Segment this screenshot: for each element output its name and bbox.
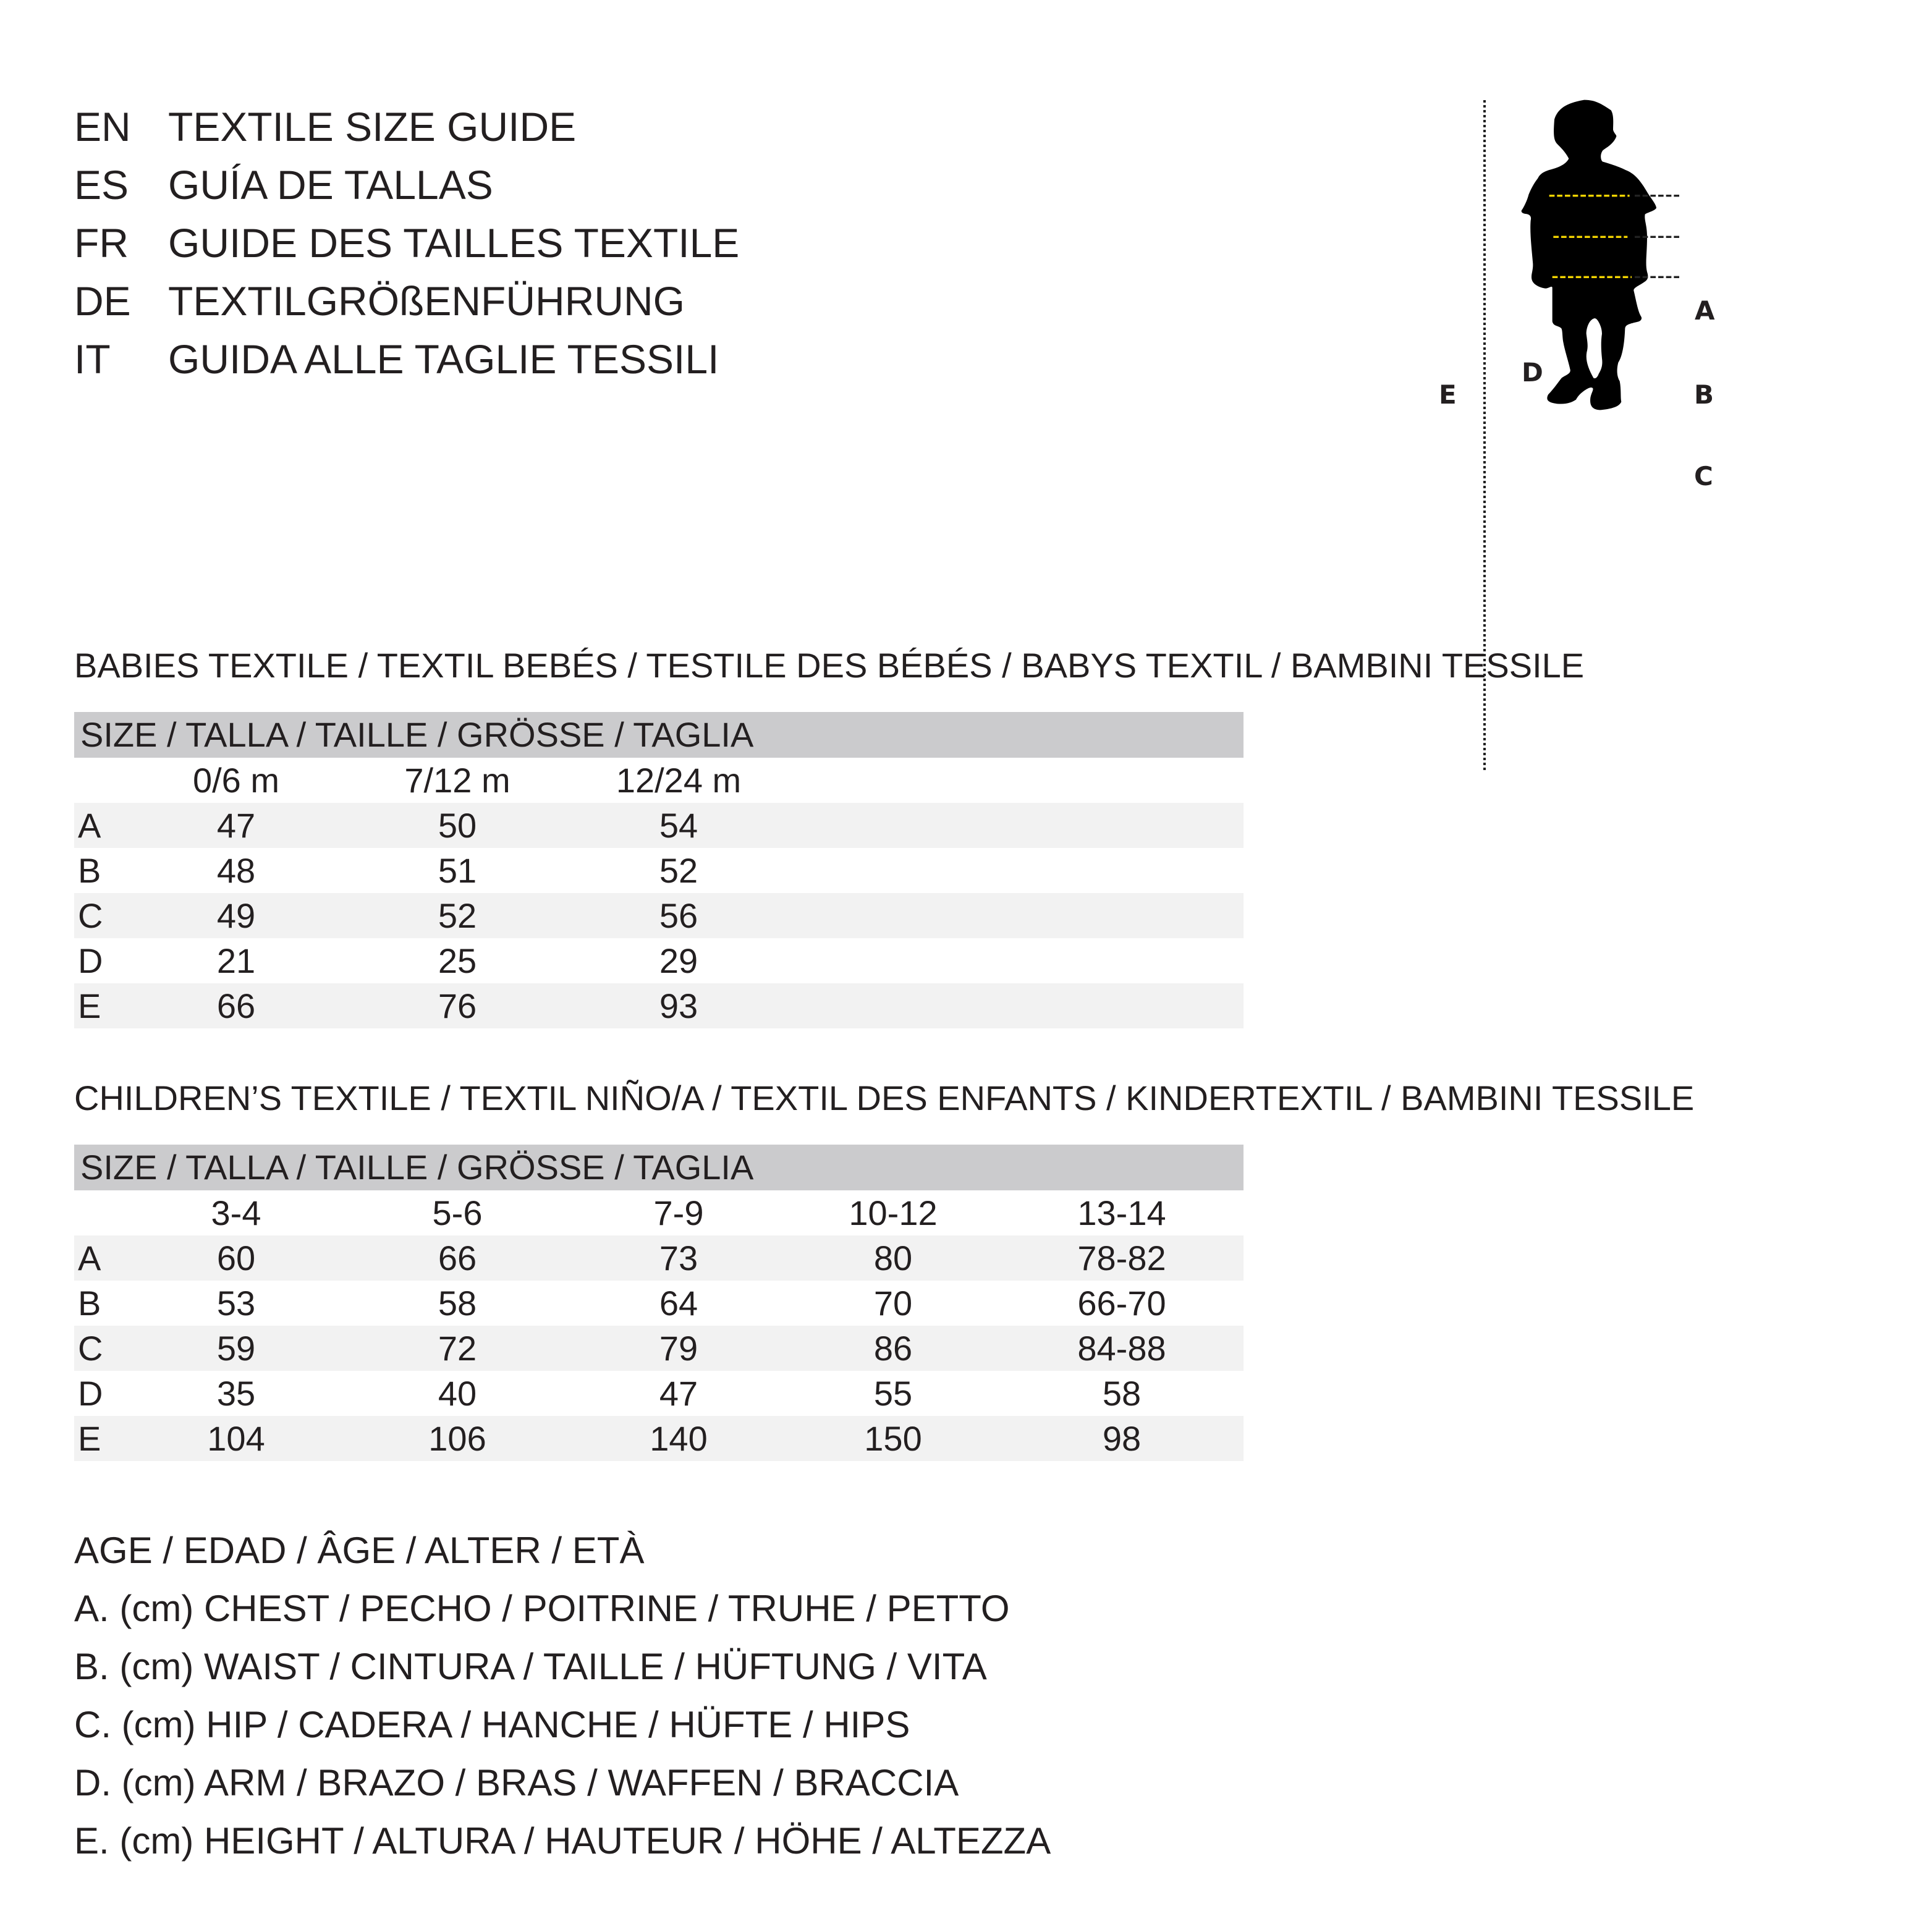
title-text: GUIDE DES TAILLES TEXTILE [168,220,740,266]
table-cell: 59 [216,1329,256,1368]
language-code: DE [74,278,131,324]
children-size-table: SIZE / TALLA / TAILLE / GRÖSSE / TAGLIA 3… [74,1145,1244,1461]
table-row: A 47 50 54 [74,803,1244,848]
table-cell: 150 [864,1419,922,1458]
column-header: 3-4 [211,1193,261,1232]
title-text: GUÍA DE TALLAS [168,162,493,208]
table-cell: 21 [216,941,256,980]
table-cell: 80 [873,1239,913,1277]
table-cell: 60 [216,1239,256,1277]
table-cell: 64 [659,1284,698,1323]
table-row: C 49 52 56 [74,893,1244,938]
legend-line: AGE / EDAD / ÂGE / ALTER / ETÀ [74,1530,645,1571]
table-row: C 59 72 79 86 84-88 [74,1326,1244,1371]
table-cell: 73 [659,1239,698,1277]
language-code: EN [74,104,131,150]
title-text: TEXTILE SIZE GUIDE [168,104,577,150]
table-cell: 53 [216,1284,256,1323]
table-row: B 53 58 64 70 66-70 [74,1281,1244,1326]
size-header: SIZE / TALLA / TAILLE / GRÖSSE / TAGLIA [74,712,1244,758]
table-cell: 78-82 [1077,1239,1166,1277]
table-cell: 104 [207,1419,265,1458]
row-label: C [78,1329,103,1368]
table-row: E 66 76 93 [74,983,1244,1028]
table-cell: 52 [438,896,477,935]
column-header: 7-9 [653,1193,704,1232]
row-label: A [78,1239,101,1277]
table-cell: 56 [659,896,698,935]
table-cell: 58 [1102,1374,1142,1413]
babies-heading: BABIES TEXTILE / TEXTIL BEBÉS / TESTILE … [74,646,1585,685]
legend-line: A. (cm) CHEST / PECHO / POITRINE / TRUHE… [74,1588,1010,1629]
column-header: 7/12 m [404,761,511,800]
legend-line: D. (cm) ARM / BRAZO / BRAS / WAFFEN / BR… [74,1762,959,1803]
column-header: 10-12 [849,1193,938,1232]
row-label: C [78,896,103,935]
table-cell: 40 [438,1374,477,1413]
row-label: D [78,1374,103,1413]
column-header: 12/24 m [616,761,742,800]
row-label: E [78,1419,101,1458]
table-cell: 47 [216,806,256,845]
language-code: IT [74,336,111,382]
label-e: E [1439,379,1457,410]
children-heading: CHILDREN’S TEXTILE / TEXTIL NIÑO/A / TEX… [74,1078,1695,1117]
row-label: B [78,851,101,890]
label-d: D [1522,357,1543,388]
child-silhouette-icon [1521,100,1656,410]
table-cell: 52 [659,851,698,890]
column-header-row: 3-4 5-6 7-9 10-12 13-14 [74,1190,1244,1235]
table-cell: 51 [438,851,477,890]
table-cell: 49 [216,896,256,935]
label-c: C [1694,461,1713,491]
table-cell: 70 [873,1284,913,1323]
table-cell: 140 [650,1419,708,1458]
table-cell: 84-88 [1077,1329,1166,1368]
column-header: 13-14 [1077,1193,1166,1232]
column-header: 5-6 [432,1193,483,1232]
table-cell: 47 [659,1374,698,1413]
column-header: 0/6 m [192,761,280,800]
legend-line: E. (cm) HEIGHT / ALTURA / HAUTEUR / HÖHE… [74,1820,1051,1862]
table-row: A 60 66 73 80 78-82 [74,1235,1244,1281]
language-code: FR [74,220,129,266]
table-cell: 106 [428,1419,486,1458]
title-text: TEXTILGRÖßENFÜHRUNG [168,278,685,324]
table-cell: 29 [659,941,698,980]
size-header: SIZE / TALLA / TAILLE / GRÖSSE / TAGLIA [74,1145,1244,1190]
babies-size-table: SIZE / TALLA / TAILLE / GRÖSSE / TAGLIA 0… [74,712,1244,1028]
table-cell: 35 [216,1374,256,1413]
table-row: E 104 106 140 150 98 [74,1416,1244,1461]
child-silhouette-figure [1483,100,1682,773]
label-b: B [1694,379,1714,410]
table-row: B 48 51 52 [74,848,1244,893]
table-cell: 55 [873,1374,913,1413]
table-cell: 25 [438,941,477,980]
table-row: D 35 40 47 55 58 [74,1371,1244,1416]
table-cell: 50 [438,806,477,845]
label-a: A [1695,295,1715,326]
table-cell: 72 [438,1329,477,1368]
table-cell: 58 [438,1284,477,1323]
table-cell: 79 [659,1329,698,1368]
row-label: D [78,941,103,980]
table-cell: 66 [216,986,256,1025]
language-code: ES [74,162,129,208]
row-label: A [78,806,101,845]
table-cell: 76 [438,986,477,1025]
table-cell: 98 [1102,1419,1142,1458]
table-cell: 48 [216,851,256,890]
table-row: D 21 25 29 [74,938,1244,983]
title-text: GUIDA ALLE TAGLIE TESSILI [168,336,719,382]
column-header-row: 0/6 m 7/12 m 12/24 m [74,758,1244,803]
legend-line: B. (cm) WAIST / CINTURA / TAILLE / HÜFTU… [74,1646,987,1687]
table-cell: 86 [873,1329,913,1368]
table-cell: 66-70 [1077,1284,1166,1323]
legend-line: C. (cm) HIP / CADERA / HANCHE / HÜFTE / … [74,1704,910,1745]
table-cell: 54 [659,806,698,845]
row-label: E [78,986,101,1025]
row-label: B [78,1284,101,1323]
table-cell: 66 [438,1239,477,1277]
table-cell: 93 [659,986,698,1025]
